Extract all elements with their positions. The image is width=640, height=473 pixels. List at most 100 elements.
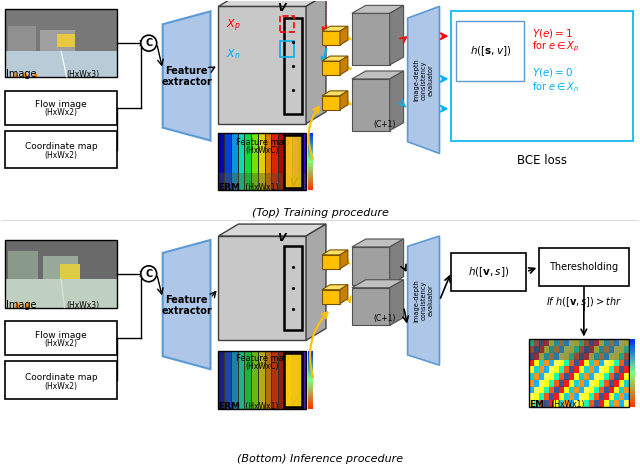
Bar xyxy=(5,9,117,77)
Bar xyxy=(630,398,635,400)
Polygon shape xyxy=(322,250,348,255)
Bar xyxy=(630,342,635,344)
Bar xyxy=(529,339,534,346)
Text: for $e \in X_n$: for $e \in X_n$ xyxy=(532,80,579,94)
Bar xyxy=(549,346,554,353)
Bar xyxy=(604,352,609,359)
Bar xyxy=(623,339,629,346)
Bar xyxy=(589,400,595,407)
Bar xyxy=(40,30,75,51)
Bar xyxy=(239,132,244,190)
Bar xyxy=(308,184,313,186)
Bar xyxy=(630,394,635,396)
Bar xyxy=(308,177,313,179)
Bar xyxy=(604,346,609,353)
Bar xyxy=(569,373,574,380)
Bar xyxy=(544,346,550,353)
Bar xyxy=(623,400,629,407)
Bar xyxy=(594,339,599,346)
Bar xyxy=(308,186,313,188)
Bar xyxy=(308,152,313,154)
Polygon shape xyxy=(352,247,390,285)
Bar xyxy=(623,359,629,367)
Text: Image-depth
consistency
evaluator: Image-depth consistency evaluator xyxy=(413,279,433,322)
Polygon shape xyxy=(390,5,404,65)
Polygon shape xyxy=(322,96,340,110)
Bar xyxy=(554,373,559,380)
Polygon shape xyxy=(14,301,20,307)
Polygon shape xyxy=(352,280,404,288)
Bar xyxy=(308,403,313,405)
Bar xyxy=(614,339,619,346)
Bar xyxy=(539,373,545,380)
Bar xyxy=(564,379,570,387)
Bar xyxy=(308,158,313,159)
Bar xyxy=(619,352,624,359)
Bar xyxy=(599,359,604,367)
Bar xyxy=(619,339,624,346)
Bar xyxy=(584,373,589,380)
Text: Feature: Feature xyxy=(165,295,208,305)
Bar xyxy=(554,359,559,367)
Polygon shape xyxy=(352,13,390,65)
Bar xyxy=(623,366,629,373)
Bar xyxy=(529,352,534,359)
Bar xyxy=(569,359,574,367)
Bar xyxy=(308,146,313,148)
Polygon shape xyxy=(408,6,440,154)
Bar xyxy=(623,352,629,359)
Bar xyxy=(308,399,313,401)
Bar xyxy=(232,132,237,190)
Text: ERM: ERM xyxy=(218,183,241,192)
Bar xyxy=(614,346,619,353)
Bar xyxy=(534,379,540,387)
Bar xyxy=(604,400,609,407)
Bar xyxy=(599,386,604,394)
Bar xyxy=(630,380,635,382)
Polygon shape xyxy=(218,236,306,341)
Text: $X_n$: $X_n$ xyxy=(227,47,241,61)
Bar xyxy=(280,16,294,32)
Bar xyxy=(252,351,258,409)
Bar xyxy=(5,322,117,355)
Bar xyxy=(554,400,559,407)
Bar xyxy=(604,373,609,380)
Bar xyxy=(614,393,619,400)
Bar xyxy=(306,0,326,47)
Polygon shape xyxy=(340,250,348,269)
Bar xyxy=(308,368,313,370)
Bar xyxy=(609,386,614,394)
Polygon shape xyxy=(322,26,348,31)
Bar xyxy=(574,366,579,373)
Bar xyxy=(619,386,624,394)
Bar xyxy=(308,156,313,158)
Polygon shape xyxy=(340,56,348,75)
Bar xyxy=(619,400,624,407)
Bar xyxy=(279,351,285,409)
Text: (HxWx2): (HxWx2) xyxy=(45,151,77,160)
Bar xyxy=(594,386,599,394)
Bar xyxy=(300,351,305,409)
Polygon shape xyxy=(322,289,340,304)
Bar xyxy=(218,351,306,409)
Text: $Y(e) = 1$: $Y(e) = 1$ xyxy=(532,26,573,40)
Text: extractor: extractor xyxy=(161,306,212,315)
Bar xyxy=(544,352,550,359)
Bar xyxy=(308,370,313,372)
Bar xyxy=(559,393,564,400)
Bar xyxy=(623,386,629,394)
Bar xyxy=(529,379,534,387)
Bar xyxy=(594,346,599,353)
Bar xyxy=(534,352,540,359)
Bar xyxy=(589,393,595,400)
Bar xyxy=(308,401,313,403)
Bar xyxy=(284,246,302,331)
Bar xyxy=(529,393,534,400)
Bar xyxy=(554,346,559,353)
Bar xyxy=(599,400,604,407)
Bar xyxy=(529,359,534,367)
Bar xyxy=(599,379,604,387)
Bar xyxy=(539,352,545,359)
Polygon shape xyxy=(352,71,404,79)
Bar xyxy=(599,339,604,346)
